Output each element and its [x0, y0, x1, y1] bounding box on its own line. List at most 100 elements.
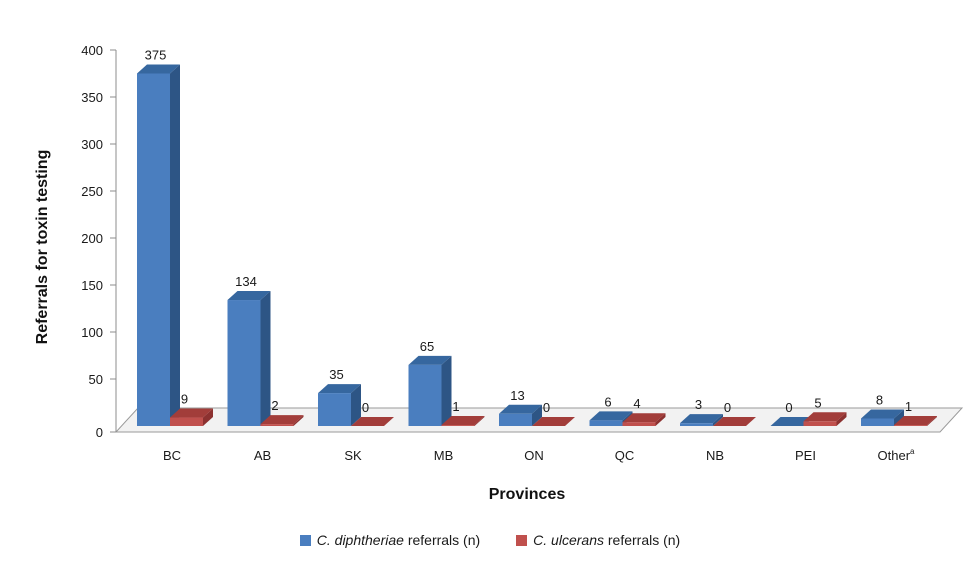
bar-top [227, 291, 271, 301]
x-tick-label: ON [524, 448, 544, 463]
bar-top [318, 384, 361, 394]
bar-side [441, 355, 452, 426]
legend-species-ulcerans: C. ulcerans [533, 532, 604, 548]
bar-side [351, 384, 361, 426]
bar-side [293, 415, 304, 426]
bar-top [351, 417, 394, 426]
bar-top [408, 355, 452, 365]
data-label: 1 [452, 399, 459, 414]
bar-side [713, 414, 723, 426]
bar-side [927, 416, 937, 426]
y-tick-label: 150 [81, 278, 103, 293]
bar-diphtheriae [227, 291, 271, 426]
y-tick-label: 400 [81, 43, 103, 58]
bar-front [589, 420, 623, 426]
data-label: 9 [181, 392, 188, 407]
data-label: 3 [695, 397, 702, 412]
bar-diphtheriae [680, 414, 723, 426]
bar-front [894, 425, 927, 426]
bar-top [170, 408, 213, 418]
legend-item-diphtheriae: C. diphtheriae referrals (n) [299, 532, 480, 548]
bar-ulcerans [803, 412, 847, 426]
x-tick-label: MB [434, 448, 454, 463]
bar-front [318, 393, 351, 426]
y-tick-label: 300 [81, 137, 103, 152]
y-tick-label: 350 [81, 90, 103, 105]
bar-front [170, 417, 203, 426]
bar-ulcerans [622, 413, 666, 426]
bar-side [532, 404, 542, 426]
bar-top [894, 416, 937, 426]
bar-front [408, 364, 442, 426]
bar-diphtheriae [770, 417, 814, 426]
bar-top [137, 64, 180, 74]
bar-top [589, 411, 633, 421]
legend-suffix-ulcerans: referrals (n) [603, 532, 681, 548]
bar-diphtheriae [499, 404, 542, 426]
data-label: 0 [362, 400, 369, 415]
bar-side [260, 291, 271, 426]
bar-side [474, 416, 485, 426]
x-tick-label: BC [163, 448, 181, 463]
legend-swatch-diphtheriae [299, 534, 311, 546]
legend: C. diphtheriae referrals (n) C. ulcerans… [0, 532, 980, 548]
data-label: 134 [235, 274, 257, 289]
legend-label-diphtheriae: C. diphtheriae referrals (n) [317, 532, 480, 548]
y-tick-label: 0 [96, 425, 103, 440]
bar-top [803, 412, 847, 422]
bar-diphtheriae [318, 384, 361, 426]
legend-swatch-ulcerans [516, 534, 528, 546]
x-tick-label: QC [615, 448, 635, 463]
data-label: 0 [543, 400, 550, 415]
bar-side [203, 408, 213, 426]
data-label: 6 [604, 394, 611, 409]
x-axis: BC AB SK MB ON QC NB PEI Othera [163, 447, 915, 463]
y-tick-label: 50 [89, 372, 103, 387]
bar-ulcerans [260, 415, 304, 426]
x-axis-title: Provinces [489, 486, 566, 503]
bar-top [260, 415, 304, 425]
bar-diphtheriae [408, 355, 452, 426]
data-label: 4 [633, 396, 640, 411]
bar-top [680, 414, 723, 424]
bar-top [861, 409, 904, 419]
bar-top [441, 416, 485, 426]
y-axis-title: Referrals for toxin testing [34, 150, 51, 345]
legend-label-ulcerans: C. ulcerans referrals (n) [533, 532, 680, 548]
data-label: 65 [420, 339, 434, 354]
bars [137, 64, 937, 426]
bar-ulcerans [351, 417, 394, 426]
bar-front [803, 421, 837, 426]
bar-side [836, 412, 847, 426]
bar-ulcerans [894, 416, 937, 426]
bar-top [770, 417, 814, 426]
bar-top [532, 417, 575, 426]
data-label: 375 [145, 48, 167, 63]
bar-top [713, 417, 756, 426]
data-label: 8 [876, 392, 883, 407]
bar-front [137, 73, 170, 426]
data-labels: 375 9 134 2 35 0 65 1 13 0 6 4 3 0 0 5 8 1 [145, 48, 912, 416]
x-tick-superscript: a [910, 447, 915, 456]
bar-front [680, 423, 713, 426]
y-tick-label: 100 [81, 325, 103, 340]
bar-ulcerans [170, 408, 213, 426]
x-tick-label: Othera [878, 447, 916, 463]
bar-front [622, 422, 656, 426]
bar-side [655, 413, 666, 426]
bar-front [227, 300, 261, 426]
bar-top [622, 413, 666, 423]
y-axis: 0 50 100 150 200 250 300 350 400 [81, 43, 117, 440]
legend-suffix-diphtheriae: referrals (n) [403, 532, 481, 548]
data-label: 0 [724, 400, 731, 415]
legend-item-ulcerans: C. ulcerans referrals (n) [516, 532, 680, 548]
data-label: 5 [814, 395, 821, 410]
data-label: 1 [905, 399, 912, 414]
legend-species-diphtheriae: C. diphtheriae [316, 532, 404, 548]
bar-ulcerans [713, 417, 756, 426]
x-tick-label: SK [344, 448, 362, 463]
y-tick-label: 200 [81, 231, 103, 246]
bar-top [499, 404, 542, 414]
data-label: 13 [510, 388, 524, 403]
